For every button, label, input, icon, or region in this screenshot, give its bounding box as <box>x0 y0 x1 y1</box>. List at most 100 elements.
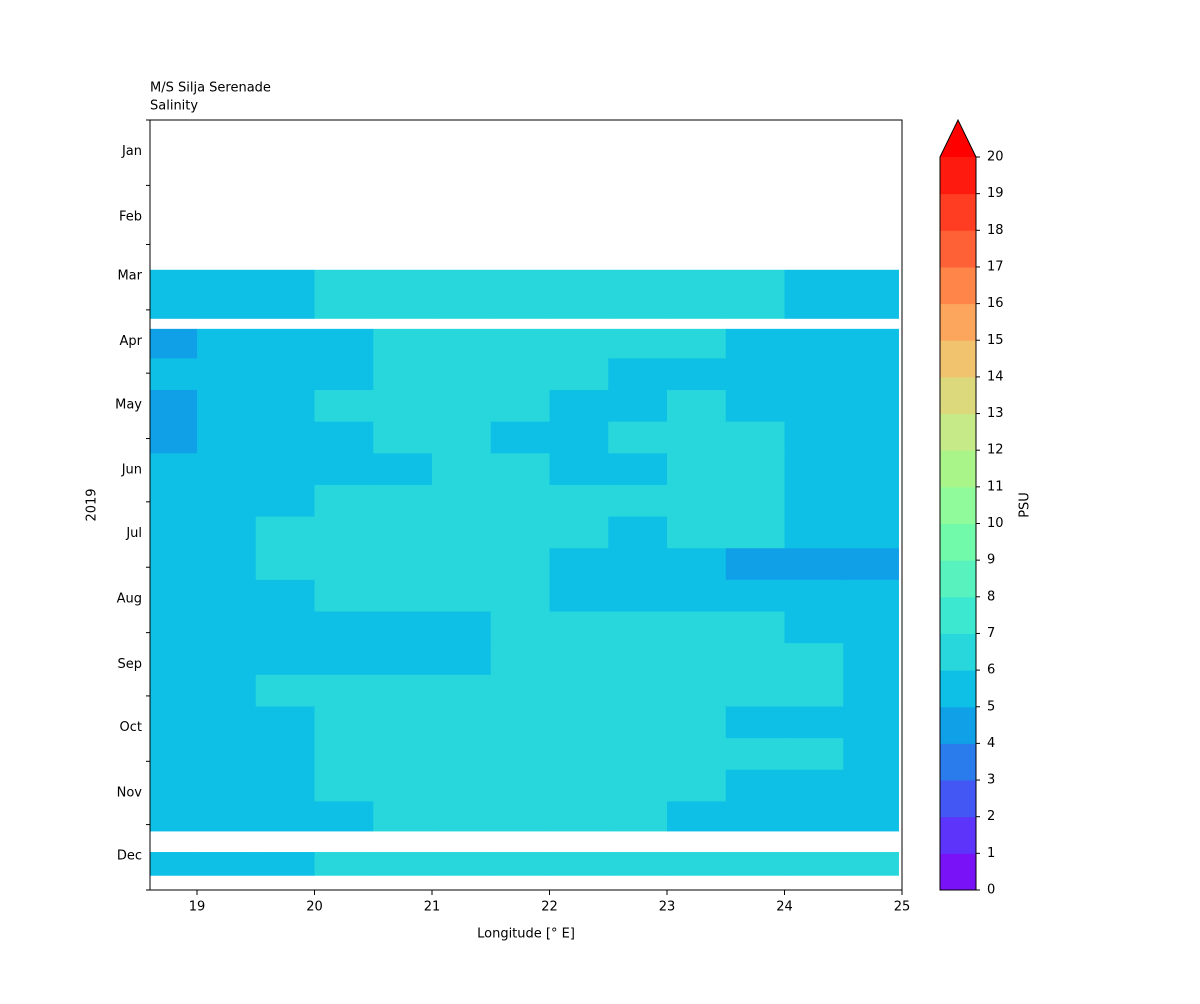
contour-cell <box>490 738 550 771</box>
contour-cell <box>667 269 727 319</box>
contour-cell <box>784 706 844 739</box>
contour-cell <box>667 769 727 802</box>
contour-cell <box>373 643 433 676</box>
contour-cell <box>784 579 844 613</box>
x-tick-label: 25 <box>894 900 911 915</box>
contour-cell <box>373 421 433 454</box>
contour-cell <box>490 390 550 423</box>
y-tick-label: Feb <box>119 210 142 225</box>
contour-cell <box>314 390 374 423</box>
colorbar-bin <box>940 413 976 451</box>
contour-cell <box>314 611 374 644</box>
contour-cell <box>725 643 785 676</box>
contour-cell <box>608 328 668 359</box>
contour-cell <box>373 769 433 802</box>
contour-cell <box>314 674 374 707</box>
contour-cell <box>667 643 727 676</box>
colorbar-tick-label: 9 <box>987 553 995 568</box>
colorbar-bin <box>940 340 976 378</box>
contour-cell <box>432 390 492 423</box>
contour-cell <box>432 269 492 319</box>
colorbar-tick-label: 0 <box>987 883 995 898</box>
contour-cell <box>549 358 609 391</box>
contour-cell <box>667 453 727 486</box>
contour-cell <box>255 852 315 876</box>
contour-cell <box>608 706 668 739</box>
contour-cell <box>843 738 899 771</box>
contour-cell <box>667 390 727 423</box>
contour-cell <box>432 358 492 391</box>
contour-cell <box>490 674 550 707</box>
contour-cell <box>608 801 668 832</box>
contour-cell <box>549 611 609 644</box>
colorbar-tick-label: 2 <box>987 809 995 824</box>
contour-cell <box>784 421 844 454</box>
contour-cell <box>784 852 844 876</box>
contour-cell <box>373 548 433 581</box>
contour-cell <box>549 421 609 454</box>
contour-cell <box>784 516 844 549</box>
contour-cell <box>608 421 668 454</box>
contour-cell <box>608 484 668 518</box>
contour-cell <box>255 358 315 391</box>
contour-cell <box>608 453 668 486</box>
contour-cell <box>314 328 374 359</box>
x-tick-label: 23 <box>659 900 676 915</box>
contour-cell <box>549 484 609 518</box>
colorbar-tick-label: 12 <box>987 443 1004 458</box>
contour-cell <box>725 611 785 644</box>
contour-cell <box>784 269 844 319</box>
contour-cell <box>490 516 550 549</box>
y-tick-label: Apr <box>120 334 143 349</box>
colorbar-tick-label: 10 <box>987 516 1004 531</box>
contour-cell <box>843 801 899 832</box>
contour-cell <box>608 269 668 319</box>
contour-cell <box>255 611 315 644</box>
contour-cell <box>432 674 492 707</box>
contour-cell <box>197 852 257 876</box>
contour-cell <box>784 674 844 707</box>
colorbar-tick-label: 15 <box>987 333 1004 348</box>
contour-cell <box>432 738 492 771</box>
colorbar-bin <box>940 816 976 854</box>
contour-cell <box>314 738 374 771</box>
contour-cell <box>373 269 433 319</box>
contour-cell <box>784 643 844 676</box>
contour-cell <box>608 738 668 771</box>
contour-cell <box>725 484 785 518</box>
contour-cell <box>490 548 550 581</box>
contour-cell <box>490 269 550 319</box>
y-tick-label: Jun <box>121 463 142 478</box>
colorbar-bin <box>940 853 976 891</box>
contour-cell <box>549 643 609 676</box>
contour-cell <box>314 516 374 549</box>
contour-cell <box>725 548 785 581</box>
contour-cell <box>255 674 315 707</box>
contour-cell <box>490 769 550 802</box>
colorbar-frame <box>939 118 977 891</box>
contour-cell <box>667 328 727 359</box>
colorbar-tick-label: 8 <box>987 589 995 604</box>
contour-cell <box>490 421 550 454</box>
contour-cell <box>608 611 668 644</box>
contour-cell <box>150 643 198 676</box>
contour-cell <box>608 674 668 707</box>
contour-cell <box>667 852 727 876</box>
contour-cell <box>843 674 899 707</box>
colorbar-bin <box>940 743 976 781</box>
contour-cell <box>667 358 727 391</box>
colorbar-bin <box>940 670 976 708</box>
colorbar-tick-label: 17 <box>987 259 1004 274</box>
contour-cell <box>843 484 899 518</box>
contour-cell <box>373 706 433 739</box>
contour-cell <box>150 269 198 319</box>
contour-cell <box>608 516 668 549</box>
colorbar-bin <box>940 486 976 524</box>
contour-cell <box>667 706 727 739</box>
colorbar-tick-label: 5 <box>987 699 995 714</box>
contour-cell <box>255 706 315 739</box>
contour-cell <box>150 801 198 832</box>
contour-cell <box>549 516 609 549</box>
contour-cell <box>197 674 257 707</box>
x-tick-label: 24 <box>776 900 793 915</box>
